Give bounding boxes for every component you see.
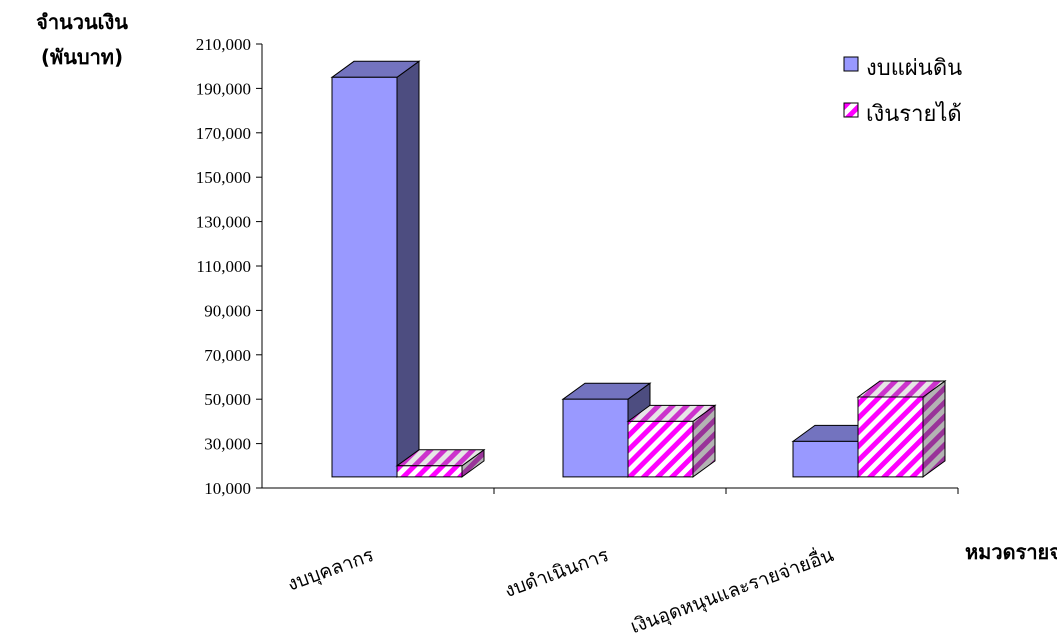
- y-tick-label: 30,000: [204, 435, 251, 454]
- y-tick-label: 130,000: [196, 213, 251, 232]
- y-tick-label: 110,000: [196, 257, 251, 276]
- bar-2-3: [856, 379, 947, 478]
- bar-2-2: [626, 404, 717, 478]
- legend-label-series-1: งบแผ่นดิน: [866, 56, 962, 81]
- category-label: เงินอุดหนุนและรายจ่ายอื่น: [627, 541, 837, 639]
- bars: [330, 60, 947, 478]
- bar-1-1: [330, 60, 421, 478]
- y-tick-label: 150,000: [196, 168, 251, 187]
- y-axis-title-line1: จำนวนเงิน: [36, 10, 128, 34]
- y-tick-label: 190,000: [196, 79, 251, 98]
- y-axis-title-line2: (พันบาท): [41, 45, 123, 69]
- bar-front-face: [396, 465, 463, 478]
- y-ticks: 10,000 30,000 50,000 70,000 90,000 110,000 130…: [196, 35, 262, 498]
- x-axis-title: หมวดรายจ่าย: [965, 540, 1057, 564]
- legend-swatch-series-1: [843, 56, 859, 72]
- bar-front-face: [331, 76, 398, 478]
- y-tick-label: 210,000: [196, 35, 251, 54]
- category-label: งบดำเนินการ: [502, 544, 612, 602]
- y-tick-label: 50,000: [204, 390, 251, 409]
- category-labels: งบบุคลากร งบดำเนินการ เงินอุดหนุนและรายจ่า…: [284, 541, 837, 639]
- legend-label-series-2: เงินรายได้: [866, 101, 962, 127]
- y-tick-label: 10,000: [204, 479, 251, 498]
- y-tick-label: 170,000: [196, 124, 251, 143]
- y-tick-label: 90,000: [204, 301, 251, 320]
- bar-2-1: [395, 448, 486, 478]
- bar-front-face: [627, 420, 694, 478]
- legend: งบแผ่นดิน เงินรายได้: [843, 56, 962, 127]
- bar-front-face: [857, 396, 924, 478]
- category-label: งบบุคลากร: [284, 544, 377, 596]
- bar-side-face: [922, 379, 946, 478]
- y-tick-label: 70,000: [204, 346, 251, 365]
- bar-side-face: [396, 60, 420, 478]
- legend-swatch-series-2: [843, 102, 859, 118]
- bar-front-face: [562, 398, 629, 478]
- bar-front-face: [792, 440, 859, 478]
